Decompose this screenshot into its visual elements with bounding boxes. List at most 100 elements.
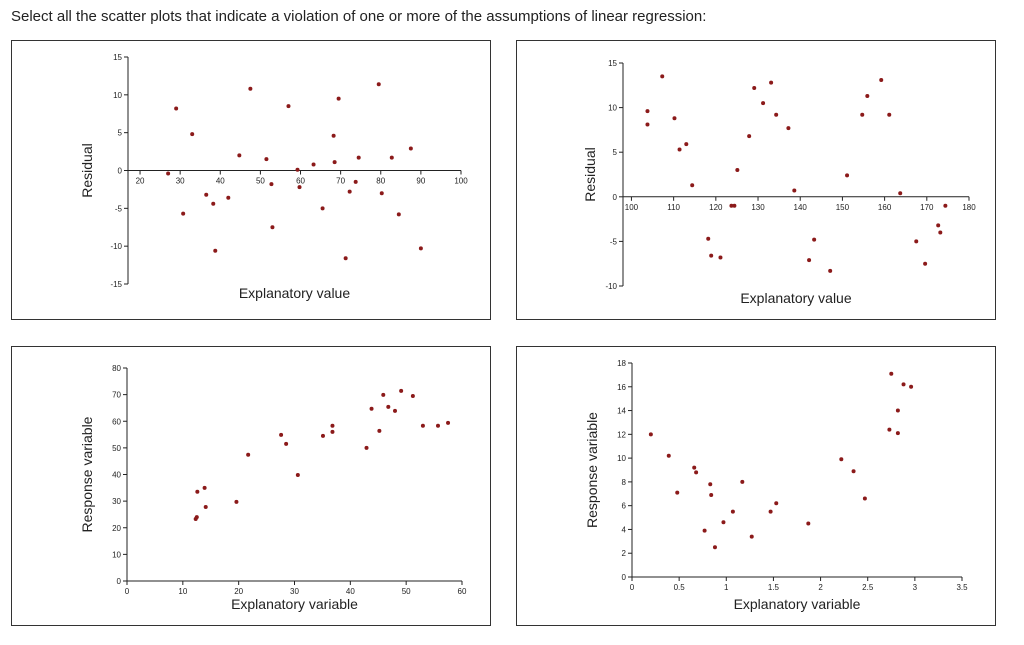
x-tick-label: 60 bbox=[296, 177, 305, 186]
point bbox=[331, 133, 336, 138]
point bbox=[943, 203, 948, 208]
point bbox=[692, 465, 697, 470]
point bbox=[732, 203, 737, 208]
y-tick-label: 10 bbox=[112, 550, 121, 559]
y-axis-title: Response variable bbox=[79, 416, 95, 532]
x-tick-label: 40 bbox=[346, 587, 355, 596]
point bbox=[708, 482, 713, 487]
point bbox=[807, 258, 812, 263]
point bbox=[295, 473, 300, 478]
x-tick-label: 1.5 bbox=[768, 583, 780, 592]
y-tick-label: 2 bbox=[622, 549, 627, 558]
y-tick-label: -10 bbox=[605, 282, 617, 291]
x-tick-label: 0 bbox=[630, 583, 635, 592]
y-tick-label: 12 bbox=[617, 430, 626, 439]
point bbox=[408, 146, 413, 151]
point bbox=[675, 490, 680, 495]
y-tick-label: 30 bbox=[112, 497, 121, 506]
point bbox=[889, 371, 894, 376]
point bbox=[226, 195, 231, 200]
x-tick-label: 110 bbox=[667, 203, 680, 212]
point bbox=[645, 109, 650, 114]
y-axis-title: Residual bbox=[79, 143, 95, 197]
point bbox=[418, 246, 423, 251]
point bbox=[672, 116, 677, 121]
point bbox=[174, 106, 179, 111]
y-tick-label: 40 bbox=[112, 471, 121, 480]
point bbox=[862, 496, 867, 501]
y-tick-label: 80 bbox=[112, 364, 121, 373]
point bbox=[901, 382, 906, 387]
point bbox=[364, 445, 369, 450]
x-tick-label: 150 bbox=[836, 203, 850, 212]
point bbox=[677, 147, 682, 152]
x-tick-label: 2 bbox=[818, 583, 823, 592]
y-tick-label: -5 bbox=[610, 237, 618, 246]
x-tick-label: 40 bbox=[216, 177, 225, 186]
chart: 0 10 20 30 40 50 60 70 80 0 10 20 30 40 50 60 Explanator… bbox=[79, 364, 467, 612]
y-tick-label: 20 bbox=[112, 524, 121, 533]
x-tick-label: 60 bbox=[458, 587, 467, 596]
point bbox=[936, 223, 941, 228]
point bbox=[347, 189, 352, 194]
y-tick-label: 18 bbox=[617, 359, 626, 368]
y-tick-label: 15 bbox=[608, 59, 617, 68]
point bbox=[202, 485, 207, 490]
x-tick-label: 0 bbox=[125, 587, 130, 596]
point bbox=[718, 255, 723, 260]
chart: -15 -10 -5 0 5 10 15 20 30 40 50 60 70 80 90 100 Explana… bbox=[79, 53, 468, 301]
point bbox=[774, 501, 779, 506]
point bbox=[295, 167, 300, 172]
point bbox=[879, 77, 884, 82]
point bbox=[194, 515, 199, 520]
point bbox=[792, 188, 797, 193]
x-tick-label: 50 bbox=[402, 587, 411, 596]
point bbox=[735, 168, 740, 173]
point bbox=[396, 212, 401, 217]
point bbox=[399, 388, 404, 393]
point bbox=[234, 499, 239, 504]
point bbox=[320, 206, 325, 211]
point bbox=[865, 94, 870, 99]
point bbox=[343, 256, 348, 261]
point bbox=[332, 160, 337, 165]
point bbox=[702, 528, 707, 533]
point bbox=[684, 142, 689, 147]
point bbox=[786, 126, 791, 131]
x-axis-title: Explanatory variable bbox=[734, 596, 861, 612]
x-tick-label: 130 bbox=[751, 203, 765, 212]
chart-panel: -15 -10 -5 0 5 10 15 20 30 40 50 60 70 80 90 100 Explana… bbox=[11, 40, 491, 320]
point bbox=[286, 104, 291, 109]
y-tick-label: -10 bbox=[110, 242, 122, 251]
point bbox=[706, 236, 711, 241]
point bbox=[895, 408, 900, 413]
point bbox=[812, 237, 817, 242]
x-tick-label: 100 bbox=[454, 177, 468, 186]
y-tick-label: 50 bbox=[112, 444, 121, 453]
point bbox=[330, 429, 335, 434]
chart-panel: 0 2 4 6 8 10 12 14 16 18 0 0.5 1 1.5 2 2.5 3 3.5 Explanato… bbox=[516, 346, 996, 626]
point bbox=[166, 171, 171, 176]
point bbox=[446, 420, 451, 425]
point bbox=[752, 85, 757, 90]
point bbox=[269, 182, 274, 187]
point bbox=[851, 469, 856, 474]
point bbox=[211, 201, 216, 206]
point bbox=[381, 392, 386, 397]
x-tick-label: 90 bbox=[416, 177, 425, 186]
y-tick-label: -15 bbox=[110, 280, 122, 289]
x-tick-label: 3 bbox=[913, 583, 918, 592]
point bbox=[839, 457, 844, 462]
y-tick-label: 0 bbox=[622, 573, 627, 582]
point bbox=[660, 74, 665, 79]
y-tick-label: 5 bbox=[118, 129, 123, 138]
point bbox=[248, 86, 253, 91]
chart-panel: -10 -5 0 5 10 15 100 110 120 130 140 150 160 170 180 Ex… bbox=[516, 40, 996, 320]
point bbox=[181, 211, 186, 216]
point bbox=[311, 162, 316, 167]
point bbox=[213, 248, 218, 253]
x-tick-label: 80 bbox=[376, 177, 385, 186]
point bbox=[264, 157, 269, 162]
point bbox=[195, 489, 200, 494]
question: Select all the scatter plots that indica… bbox=[11, 8, 707, 25]
